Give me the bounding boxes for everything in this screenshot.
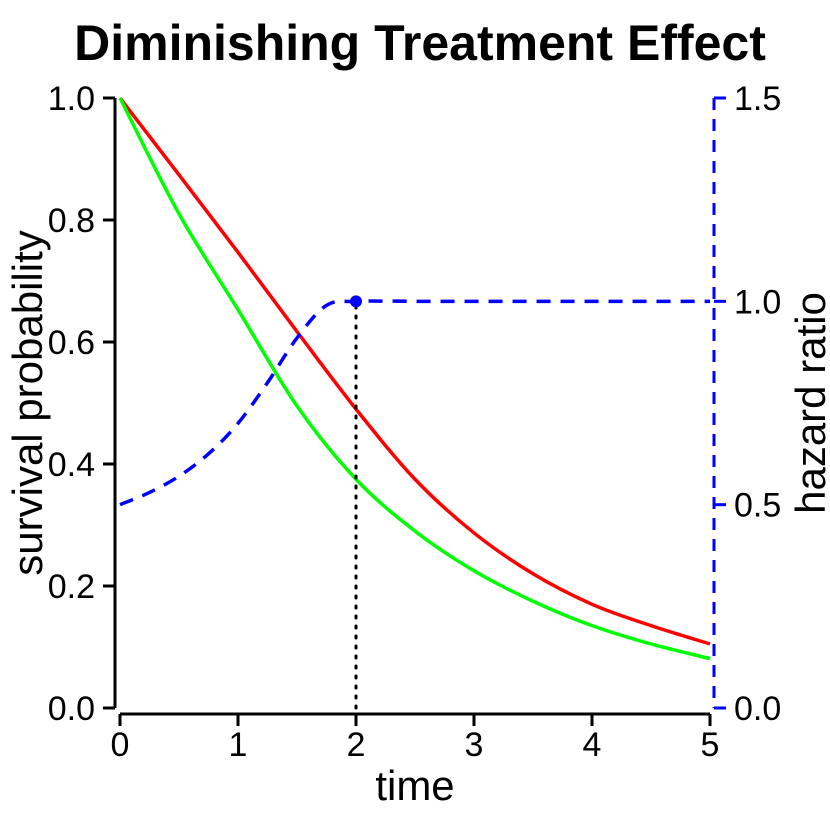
y2-tick-label: 0.5: [734, 487, 781, 525]
x-tick-label: 0: [111, 726, 130, 764]
x-axis-label: time: [375, 762, 454, 809]
y2-tick-label: 1.0: [734, 283, 781, 321]
y-tick-label: 0.2: [48, 568, 95, 606]
y-ticks: 0.0 0.2 0.4 0.6 0.8 1.0: [48, 80, 115, 728]
y-tick-label: 0.0: [48, 690, 95, 728]
x-tick-label: 3: [465, 726, 484, 764]
x-tick-label: 1: [229, 726, 248, 764]
y-tick-label: 0.8: [48, 202, 95, 240]
marks-layer: [350, 295, 362, 710]
x-tick-label: 5: [701, 726, 720, 764]
y-tick-label: 1.0: [48, 80, 95, 118]
chart-title: Diminishing Treatment Effect: [74, 15, 766, 71]
y-tick-label: 0.6: [48, 324, 95, 362]
y2-ticks: 0.0 0.5 1.0 1.5: [714, 80, 781, 728]
y2-axis-label: hazard ratio: [787, 292, 830, 514]
series-line-red: [118, 96, 711, 646]
y2-tick-label: 0.0: [734, 690, 781, 728]
x-tick-label: 4: [583, 726, 602, 764]
y2-tick-label: 1.5: [734, 80, 781, 118]
x-ticks: 0 1 2 3 4 5: [111, 714, 720, 764]
series-line-blue: [119, 299, 710, 507]
series-layer: [118, 96, 711, 661]
y-tick-label: 0.4: [48, 446, 95, 484]
marker-point: [350, 295, 362, 308]
x-tick-label: 2: [347, 726, 366, 764]
y-axis-label: survival probability: [4, 230, 51, 575]
series-line-green: [118, 97, 711, 661]
